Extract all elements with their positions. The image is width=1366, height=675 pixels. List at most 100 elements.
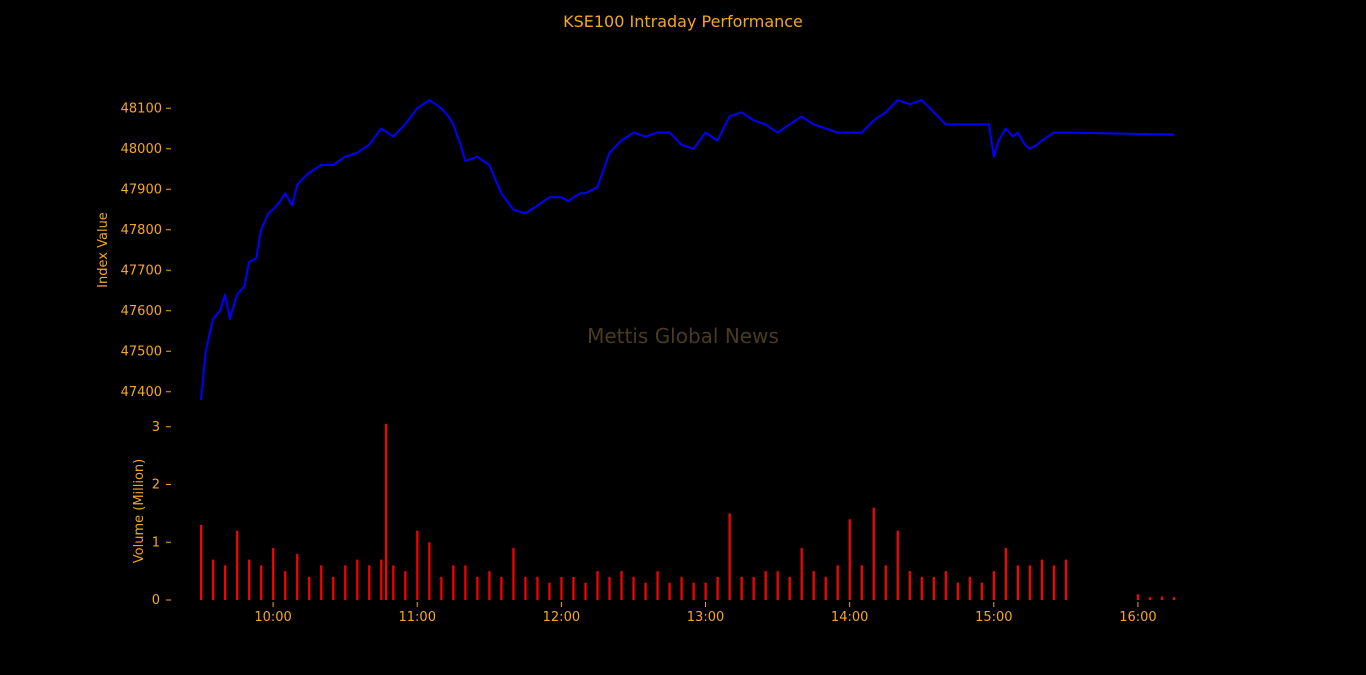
x-tick-label: 14:00 (831, 610, 868, 625)
volume-bar (932, 576, 935, 600)
index-y-tick-label: 47500 (121, 344, 162, 359)
volume-y-tick-label: 1 (152, 535, 160, 550)
volume-y-axis-label: Volume (Million) (132, 459, 147, 563)
volume-bar (296, 553, 299, 600)
volume-bar (272, 548, 275, 600)
volume-bar (692, 582, 695, 600)
volume-bar (1136, 594, 1140, 600)
volume-bar (236, 530, 239, 600)
volume-bar (380, 559, 383, 600)
volume-bar (668, 582, 671, 600)
volume-bar (440, 576, 443, 600)
volume-bar (1052, 565, 1056, 600)
volume-bar (548, 582, 551, 600)
volume-bar (536, 576, 539, 600)
chart-title: KSE100 Intraday Performance (563, 12, 803, 31)
index-y-tick-label: 47900 (121, 182, 162, 197)
volume-bar (332, 576, 335, 600)
volume-bar (572, 576, 575, 600)
volume-bar (704, 582, 707, 600)
volume-bar (764, 571, 767, 600)
volume-bar (212, 559, 215, 600)
index-y-tick-label: 48000 (121, 142, 162, 157)
volume-bar (248, 559, 251, 600)
volume-bar (584, 582, 587, 600)
volume-bar (836, 565, 839, 600)
volume-bar (848, 519, 851, 600)
index-y-tick-label: 47700 (121, 263, 162, 278)
volume-bar (872, 507, 875, 600)
volume-bar (860, 565, 863, 600)
x-tick-label: 13:00 (687, 610, 724, 625)
index-y-tick-label: 47800 (121, 223, 162, 238)
volume-bar (728, 513, 731, 600)
volume-bar (896, 530, 899, 600)
volume-bar (620, 571, 623, 600)
volume-bar (464, 565, 467, 600)
index-y-tick-label: 47600 (121, 304, 162, 319)
x-axis: 10:00 11:00 12:00 13:00 14:00 15:00 16:00 (254, 602, 1157, 625)
volume-bar (788, 576, 791, 600)
volume-bar (200, 524, 203, 600)
watermark-text: Mettis Global News (587, 324, 779, 348)
volume-bar (908, 571, 911, 600)
volume-bar (392, 565, 395, 600)
volume-bar (1064, 559, 1068, 600)
volume-bar (812, 571, 815, 600)
volume-bar (320, 565, 323, 600)
x-tick-label: 11:00 (399, 610, 436, 625)
volume-bar (920, 576, 923, 600)
volume-bar (716, 576, 719, 600)
x-tick-label: 12:00 (543, 610, 580, 625)
volume-bar (452, 565, 455, 600)
volume-bar (560, 576, 563, 600)
volume-y-tick-label: 0 (152, 593, 160, 608)
volume-y-axis: 0 1 2 3 (152, 420, 171, 608)
volume-bar (596, 571, 599, 600)
volume-bar (1148, 597, 1152, 600)
volume-bar (512, 548, 515, 600)
volume-bar (1160, 596, 1164, 600)
volume-bar (344, 565, 347, 600)
volume-bar (992, 571, 996, 600)
volume-bar (956, 582, 959, 600)
index-line-group (200, 99, 1175, 400)
x-tick-label: 10:00 (254, 610, 291, 625)
volume-bar (428, 542, 431, 600)
volume-bar (980, 582, 983, 600)
volume-bar (356, 559, 359, 600)
volume-bar (404, 571, 407, 600)
volume-bar (632, 576, 635, 600)
volume-bars (200, 423, 1176, 600)
volume-bar (224, 565, 227, 600)
volume-y-tick-label: 3 (152, 420, 160, 435)
volume-bar (884, 565, 887, 600)
volume-bar (488, 571, 491, 600)
volume-bar (500, 576, 503, 600)
volume-bar (416, 530, 419, 600)
index-y-tick-label: 48100 (121, 101, 162, 116)
volume-bar (1040, 559, 1044, 600)
x-tick-label: 16:00 (1119, 610, 1156, 625)
volume-bar (944, 571, 947, 600)
volume-bar (1016, 565, 1020, 600)
volume-bar (308, 576, 311, 600)
volume-bar (1172, 597, 1176, 600)
volume-bar (800, 548, 803, 600)
volume-y-tick-label: 2 (152, 478, 160, 493)
volume-bar (824, 576, 827, 600)
index-y-tick-label: 47400 (121, 385, 162, 400)
volume-bar (1028, 565, 1032, 600)
volume-bar (476, 576, 479, 600)
volume-bar (968, 576, 971, 600)
volume-bar (385, 423, 388, 600)
volume-bar (740, 576, 743, 600)
index-y-axis-label: Index Value (96, 212, 111, 288)
volume-bar (776, 571, 779, 600)
volume-bar (368, 565, 371, 600)
volume-bar (260, 565, 263, 600)
volume-bar (752, 576, 755, 600)
volume-bar (1004, 548, 1008, 600)
x-tick-label: 15:00 (975, 610, 1012, 625)
